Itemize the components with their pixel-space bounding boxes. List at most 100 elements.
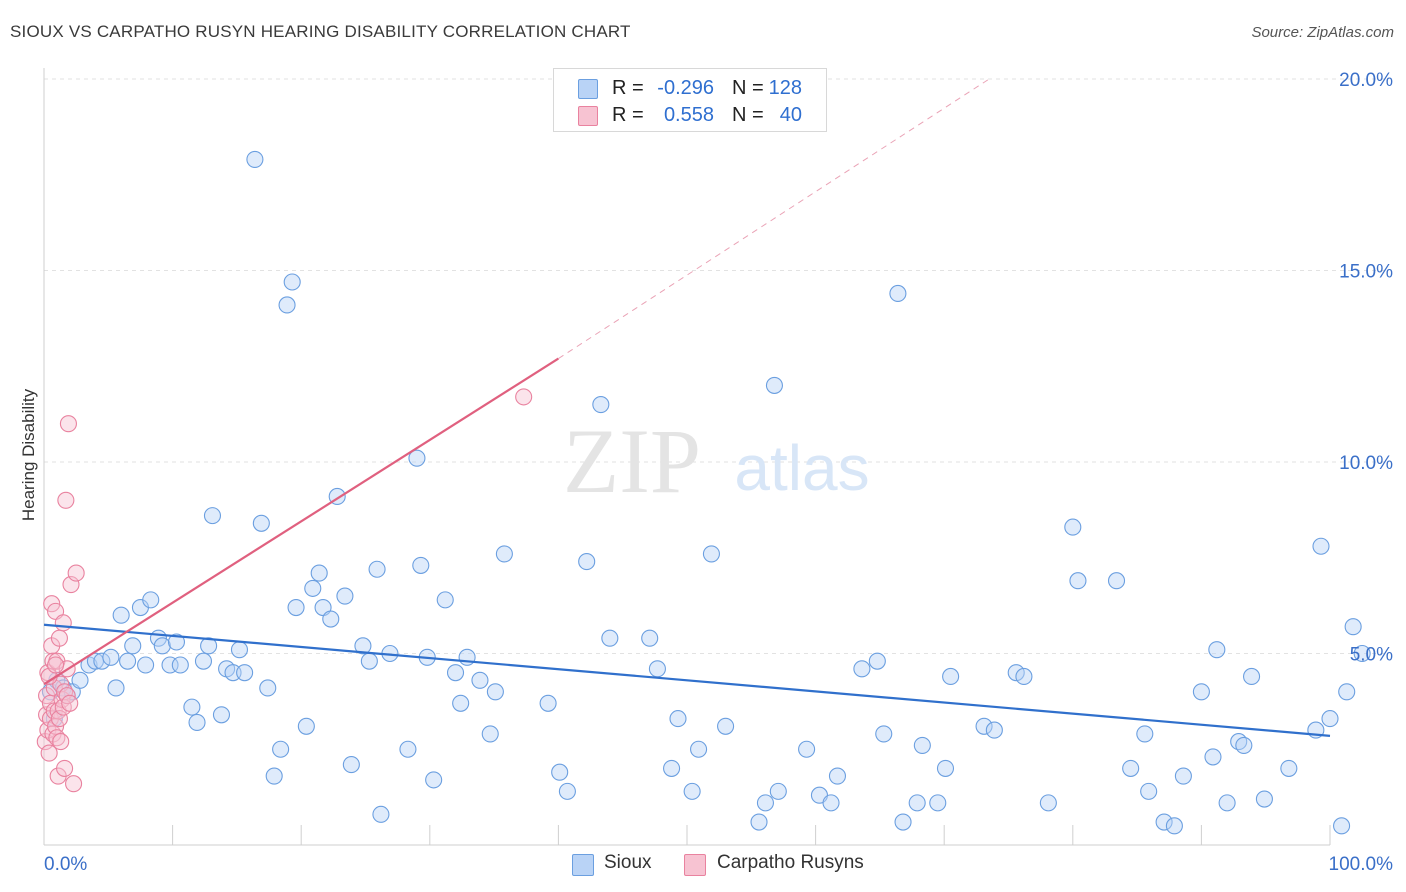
sioux-point — [1209, 642, 1225, 658]
sioux-point — [143, 592, 159, 608]
sioux-point — [172, 657, 188, 673]
sioux-point — [400, 741, 416, 757]
sioux-point — [579, 554, 595, 570]
sioux-point — [1065, 519, 1081, 535]
sioux-point — [253, 515, 269, 531]
sioux-point — [103, 649, 119, 665]
carpatho-point — [53, 734, 69, 750]
watermark-zip: ZIP — [563, 410, 701, 512]
sioux-point — [642, 630, 658, 646]
sioux-point — [823, 795, 839, 811]
sioux-point — [684, 783, 700, 799]
y-tick-label: 5.0% — [1350, 645, 1393, 666]
sioux-point — [213, 707, 229, 723]
sioux-point — [266, 768, 282, 784]
watermark-atlas: atlas — [734, 432, 869, 504]
y-axis-title: Hearing Disability — [19, 388, 38, 521]
sioux-point — [1137, 726, 1153, 742]
carpatho-point — [57, 760, 73, 776]
sioux-point — [1141, 783, 1157, 799]
sioux-point — [895, 814, 911, 830]
sioux-point — [472, 672, 488, 688]
sioux-point — [496, 546, 512, 562]
sioux-point — [1070, 573, 1086, 589]
sioux-point — [1219, 795, 1235, 811]
sioux-point — [298, 718, 314, 734]
y-tick-label: 20.0% — [1339, 70, 1393, 91]
sioux-point — [943, 668, 959, 684]
sioux-point — [138, 657, 154, 673]
sioux-point — [1205, 749, 1221, 765]
y-tick-label: 10.0% — [1339, 453, 1393, 474]
sioux-point — [1244, 668, 1260, 684]
legend-row-carpatho: R = 0.558 N = 40 — [554, 102, 826, 128]
sioux-point — [1339, 684, 1355, 700]
sioux-point — [237, 665, 253, 681]
sioux-point — [487, 684, 503, 700]
sioux-point — [369, 561, 385, 577]
sioux-point — [854, 661, 870, 677]
sioux-point — [703, 546, 719, 562]
legend-label-sioux: Sioux — [604, 852, 652, 874]
sioux-point — [1334, 818, 1350, 834]
sioux-point — [1281, 760, 1297, 776]
sioux-point — [204, 508, 220, 524]
sioux-point — [770, 783, 786, 799]
sioux-point — [184, 699, 200, 715]
sioux-point — [195, 653, 211, 669]
carpatho-point — [51, 630, 67, 646]
carpatho-point — [58, 492, 74, 508]
sioux-point — [1322, 711, 1338, 727]
sioux-point — [930, 795, 946, 811]
sioux-point — [448, 665, 464, 681]
legend-swatch-sioux — [572, 854, 594, 876]
legend-n-label: N = — [732, 77, 764, 100]
sioux-point — [288, 600, 304, 616]
sioux-point — [284, 274, 300, 290]
scatter-plot: ZIP atlas 5.0%10.0%15.0%20.0% 0.0% 100.0%… — [0, 0, 1406, 892]
carpatho-point — [66, 776, 82, 792]
watermark: ZIP atlas — [563, 410, 870, 512]
series-legend: Sioux Carpatho Rusyns — [0, 852, 1406, 878]
sioux-point — [1166, 818, 1182, 834]
sioux-point — [602, 630, 618, 646]
sioux-point — [437, 592, 453, 608]
trend-lines — [44, 79, 1330, 736]
sioux-point — [189, 714, 205, 730]
sioux-point — [1193, 684, 1209, 700]
sioux-point — [154, 638, 170, 654]
sioux-point — [914, 737, 930, 753]
gridlines — [44, 79, 1388, 654]
carpatho-point — [62, 695, 78, 711]
sioux-point — [766, 377, 782, 393]
sioux-point — [361, 653, 377, 669]
legend-swatch-carpatho — [578, 106, 598, 126]
sioux-point — [757, 795, 773, 811]
sioux-point — [1040, 795, 1056, 811]
sioux-point — [876, 726, 892, 742]
legend-r-label: R = — [612, 77, 644, 100]
y-tick-label: 15.0% — [1339, 262, 1393, 283]
sioux-point — [482, 726, 498, 742]
sioux-point — [1109, 573, 1125, 589]
sioux-point — [751, 814, 767, 830]
sioux-point — [540, 695, 556, 711]
carpatho-point — [48, 657, 64, 673]
sioux-point — [829, 768, 845, 784]
sioux-point — [373, 806, 389, 822]
legend-n-label: N = — [732, 104, 764, 127]
sioux-point — [1345, 619, 1361, 635]
sioux-point — [1256, 791, 1272, 807]
sioux-point — [890, 285, 906, 301]
carpatho-point — [55, 615, 71, 631]
sioux-point — [691, 741, 707, 757]
sioux-point — [559, 783, 575, 799]
sioux-point — [459, 649, 475, 665]
carpatho-point — [68, 565, 84, 581]
sioux-point — [937, 760, 953, 776]
sioux-point — [664, 760, 680, 776]
legend-swatch-carpatho — [684, 854, 706, 876]
legend-label-carpatho: Carpatho Rusyns — [717, 852, 864, 874]
legend-n-value: 40 — [762, 104, 802, 127]
carpatho-point — [516, 389, 532, 405]
